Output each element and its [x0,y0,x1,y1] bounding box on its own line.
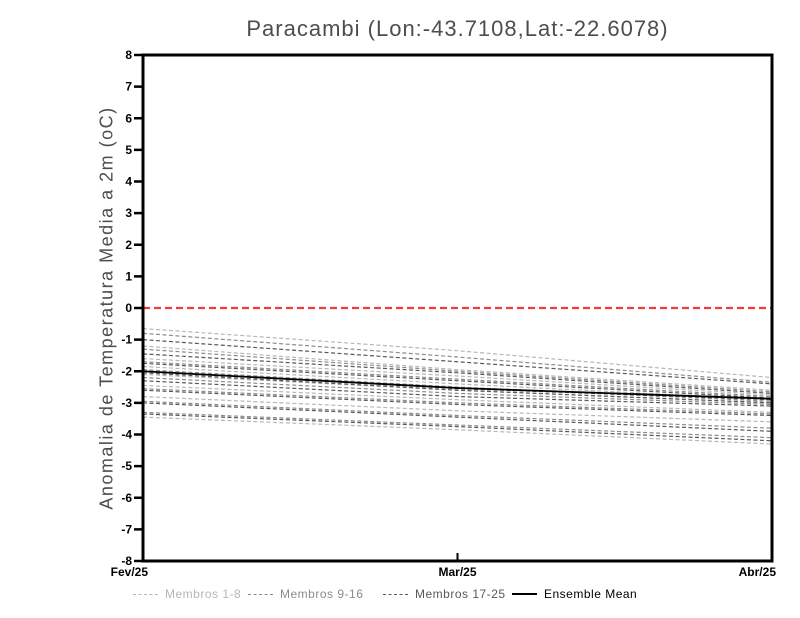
member-line [142,389,773,417]
member-line [142,365,773,401]
member-line [142,369,773,402]
member-line [142,376,773,406]
y-tick-label: -1 [121,333,132,347]
member-line [142,353,773,394]
y-tick-label: 5 [125,143,132,157]
member-line [142,416,773,445]
member-line [142,358,773,396]
y-tick-label: -2 [121,364,132,378]
member-line [142,384,773,413]
member-line [142,339,773,385]
y-tick-label: 2 [125,238,132,252]
member-line [142,395,773,423]
y-tick-label: 7 [125,80,132,94]
y-tick-label: -6 [121,491,132,505]
member-line [142,372,773,404]
member-line [142,402,773,432]
member-line [142,345,773,391]
member-line [142,327,773,379]
y-tick-label: -8 [121,554,132,568]
y-tick-label: 3 [125,206,132,220]
member-line [142,400,773,429]
x-tick-label: Fev/25 [111,565,149,579]
member-line [142,380,773,407]
y-tick-label: 0 [125,301,132,315]
y-tick-label: 4 [125,175,132,189]
ensemble-mean-line [142,370,773,400]
member-line [142,388,773,415]
y-tick-label: 1 [125,269,132,283]
x-tick-label: Abr/25 [739,565,777,579]
member-line [142,411,773,439]
member-line [142,332,773,383]
x-tick-label: Mar/25 [438,565,476,579]
y-tick-label: -3 [121,396,132,410]
y-tick-label: -7 [121,522,132,536]
y-tick-label: -5 [121,459,132,473]
y-tick-label: 6 [125,111,132,125]
member-line [142,362,773,399]
member-line [142,361,773,398]
plot-border [141,53,774,563]
chart-title: Paracambi (Lon:-43.7108,Lat:-22.6078) [246,16,669,41]
member-line [142,348,773,393]
y-tick-label: 8 [125,48,132,62]
y-tick-label: -4 [121,428,132,442]
member-line [142,413,773,442]
